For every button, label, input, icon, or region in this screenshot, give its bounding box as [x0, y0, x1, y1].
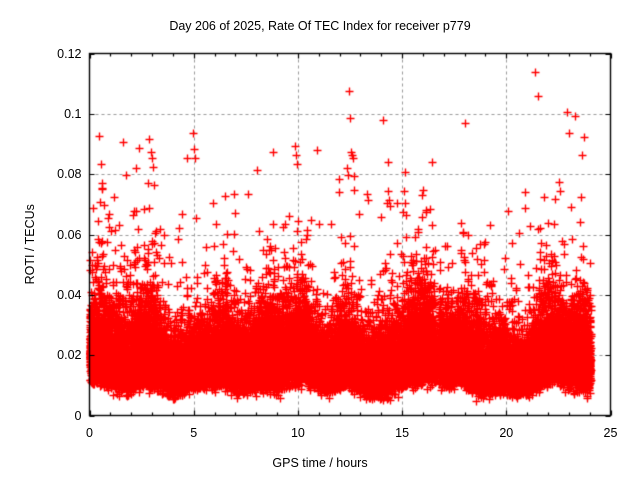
- x-axis-tick-label: 0: [86, 425, 93, 440]
- y-axis-tick-label: 0.12: [57, 46, 82, 61]
- x-axis-title: GPS time / hours: [272, 456, 368, 470]
- x-axis-tick-label: 15: [395, 425, 410, 440]
- x-axis-tick-label: 25: [603, 425, 618, 440]
- x-axis-tick-label: 20: [499, 425, 514, 440]
- y-axis-tick-label: 0.08: [57, 167, 82, 182]
- y-axis-tick-label: 0.06: [57, 227, 82, 242]
- y-axis-tick-label: 0.04: [57, 287, 82, 302]
- chart-title: Day 206 of 2025, Rate Of TEC Index for r…: [169, 19, 471, 33]
- x-axis-tick-label: 10: [290, 425, 305, 440]
- y-axis-tick-label: 0: [74, 408, 82, 423]
- y-axis-tick-label: 0.1: [64, 106, 82, 121]
- x-axis-tick-label: 5: [190, 425, 198, 440]
- y-axis-tick-label: 0.02: [57, 348, 82, 363]
